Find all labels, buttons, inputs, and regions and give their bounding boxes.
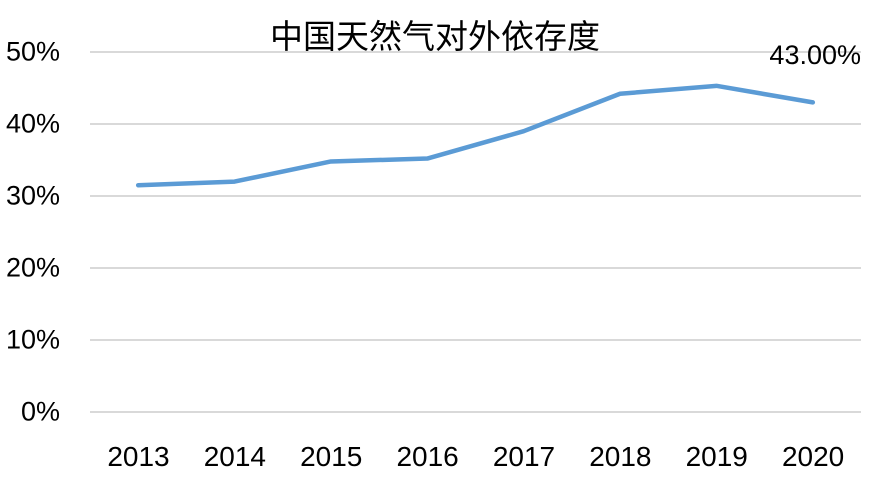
x-axis-tick-label: 2019 [685,441,748,472]
x-axis-tick-label: 2013 [107,441,170,472]
y-axis-tick-label: 40% [5,108,60,139]
y-axis-tick-label: 30% [5,180,60,211]
x-axis-tick-label: 2014 [203,441,267,472]
y-axis-tick-label: 20% [5,252,60,283]
y-axis-tick-label: 10% [5,324,60,355]
chart-title: 中国天然气对外依存度 [270,18,600,55]
x-axis-tick-label: 2020 [781,441,845,472]
data-line-series [135,83,816,188]
y-axis-tick-label: 0% [20,396,60,427]
x-axis-tick-label: 2018 [589,441,652,472]
x-axis-tick-label: 2017 [492,441,556,472]
x-axis-tick-label: 2016 [396,441,459,472]
y-axis-tick-label: 50% [5,36,60,67]
data-label-2020: 43.00% [769,40,861,70]
x-axis-tick-label: 2015 [300,441,363,472]
